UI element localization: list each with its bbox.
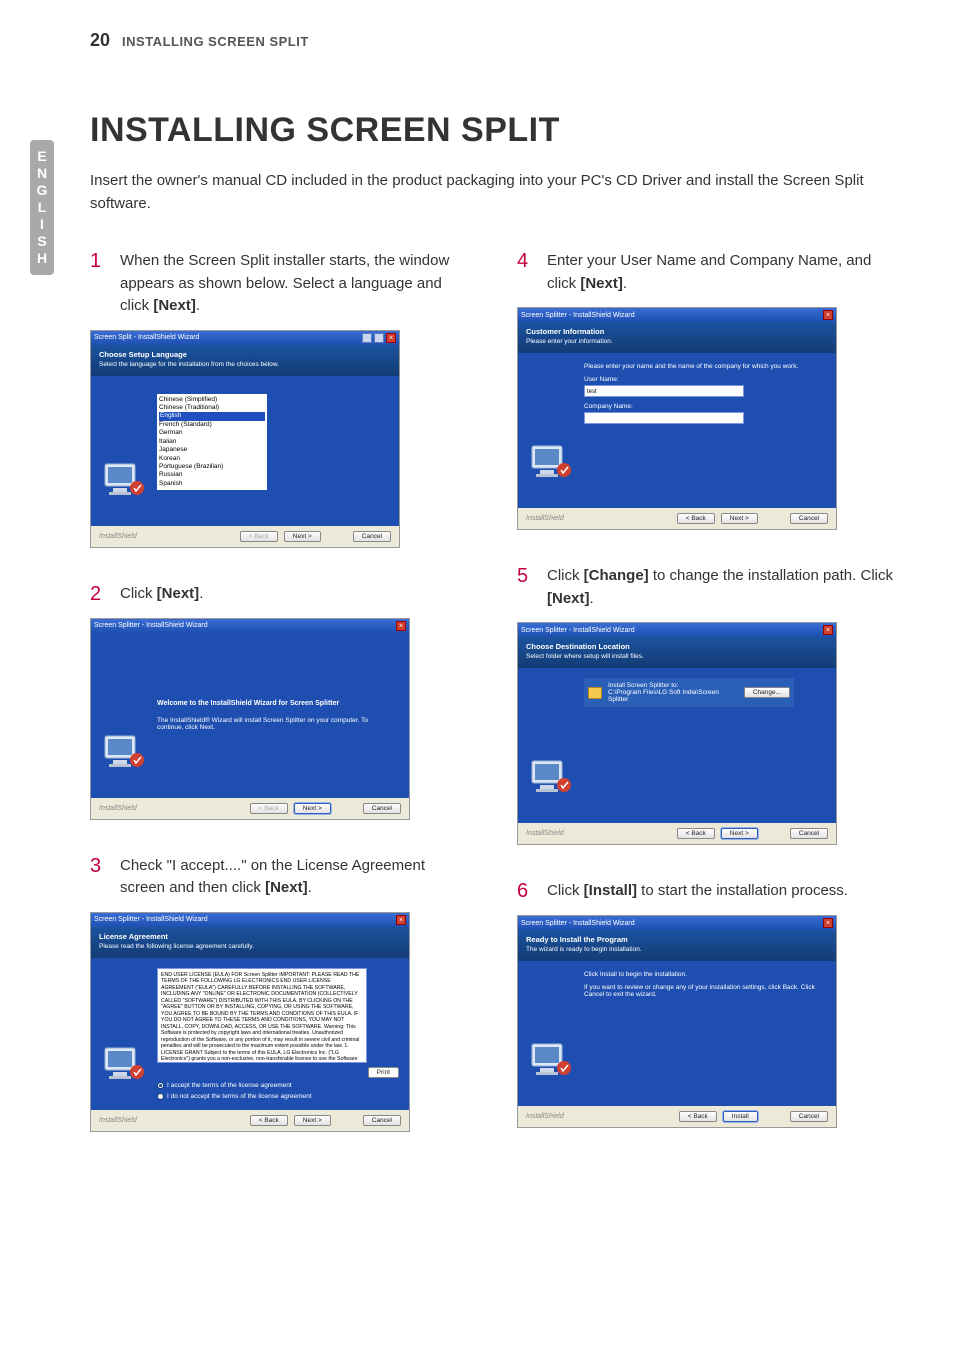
computer-icon (528, 1038, 574, 1086)
intro-text: Insert the owner's manual CD included in… (90, 170, 894, 215)
step-number: 6 (517, 880, 535, 903)
wizard-license: Screen Splitter - InstallShield Wizard ×… (90, 912, 410, 1132)
wizard-destination: Screen Splitter - InstallShield Wizard ×… (517, 622, 837, 845)
step-text: Enter your User Name and Company Name, a… (547, 250, 894, 295)
brand-label: InstallShield (99, 805, 244, 812)
header-title: INSTALLING SCREEN SPLIT (122, 34, 309, 49)
prompt-text: Please enter your name and the name of t… (584, 363, 826, 370)
change-button[interactable]: Change... (744, 687, 790, 698)
wizard-header: Customer Information (526, 327, 828, 336)
cancel-button[interactable]: Cancel (790, 828, 828, 839)
wizard-subheader: Please read the following license agreem… (99, 943, 401, 950)
wizard-customer-info: Screen Splitter - InstallShield Wizard ×… (517, 307, 837, 530)
brand-label: InstallShield (526, 1113, 673, 1120)
accept-radio[interactable]: I accept the terms of the license agreem… (157, 1082, 399, 1089)
step-number: 2 (90, 583, 108, 606)
username-input[interactable]: test (584, 385, 744, 397)
step-number: 4 (517, 250, 535, 273)
cancel-button[interactable]: Cancel (363, 803, 401, 814)
dest-path: C:\Program Files\LG Soft India\Screen Sp… (608, 689, 738, 703)
brand-label: InstallShield (526, 515, 671, 522)
radio-icon (157, 1093, 164, 1100)
welcome-text: The InstallShield® Wizard will install S… (157, 717, 391, 731)
company-input[interactable] (584, 412, 744, 424)
next-button[interactable]: Next > (721, 513, 758, 524)
close-icon[interactable]: × (823, 310, 833, 320)
back-button[interactable]: < Back (250, 1115, 288, 1126)
decline-radio[interactable]: I do not accept the terms of the license… (157, 1093, 399, 1100)
radio-icon (157, 1082, 164, 1089)
folder-icon (588, 687, 602, 699)
ready-text-1: Click Install to begin the installation. (584, 971, 826, 978)
wizard-title: Screen Splitter - InstallShield Wizard (94, 916, 208, 923)
wizard-title: Screen Splitter - InstallShield Wizard (521, 312, 635, 319)
next-button[interactable]: Next > (294, 1115, 331, 1126)
wizard-header: Ready to Install the Program (526, 935, 828, 944)
step-number: 5 (517, 565, 535, 588)
cancel-button[interactable]: Cancel (363, 1115, 401, 1126)
computer-icon (101, 1042, 147, 1090)
cancel-button[interactable]: Cancel (790, 513, 828, 524)
back-button[interactable]: < Back (677, 513, 715, 524)
wizard-header: Choose Destination Location (526, 642, 828, 651)
cancel-button[interactable]: Cancel (790, 1111, 828, 1122)
wizard-subheader: Select the language for the installation… (99, 361, 391, 368)
wizard-subheader: The wizard is ready to begin installatio… (526, 946, 828, 953)
wizard-title: Screen Splitter - InstallShield Wizard (94, 622, 208, 629)
close-icon[interactable]: × (396, 915, 406, 925)
eula-text[interactable]: END USER LICENSE (EULA) FOR Screen Split… (157, 968, 367, 1063)
next-button[interactable]: Next > (284, 531, 321, 542)
computer-icon (101, 458, 147, 506)
close-icon[interactable]: × (823, 625, 833, 635)
brand-label: InstallShield (99, 533, 234, 540)
username-label: User Name: (584, 376, 826, 383)
print-button[interactable]: Print (368, 1067, 399, 1078)
page-title: INSTALLING SCREEN SPLIT (90, 111, 894, 150)
step-number: 3 (90, 855, 108, 878)
step-text: Click [Next]. (120, 583, 203, 606)
close-icon[interactable]: × (396, 621, 406, 631)
company-label: Company Name: (584, 403, 826, 410)
close-icon[interactable]: × (823, 918, 833, 928)
back-button[interactable]: < Back (679, 1111, 717, 1122)
wizard-title: Screen Splitter - InstallShield Wizard (521, 627, 635, 634)
wizard-header: License Agreement (99, 932, 401, 941)
language-list[interactable]: Chinese (Simplified) Chinese (Traditiona… (157, 394, 267, 491)
back-button[interactable]: < Back (677, 828, 715, 839)
maximize-icon[interactable] (374, 333, 384, 343)
step-text: Click [Change] to change the installatio… (547, 565, 894, 610)
dest-label: Install Screen Splitter to: (608, 682, 738, 689)
cancel-button[interactable]: Cancel (353, 531, 391, 542)
step-text: Click [Install] to start the installatio… (547, 880, 848, 903)
step-text: When the Screen Split installer starts, … (120, 250, 467, 318)
computer-icon (101, 730, 147, 778)
minimize-icon[interactable] (362, 333, 372, 343)
computer-icon (528, 755, 574, 803)
wizard-language: Screen Split - InstallShield Wizard × Ch… (90, 330, 400, 548)
install-button[interactable]: Install (723, 1111, 758, 1122)
welcome-heading: Welcome to the InstallShield Wizard for … (157, 700, 391, 707)
wizard-subheader: Please enter your information. (526, 338, 828, 345)
close-icon[interactable]: × (386, 333, 396, 343)
step-number: 1 (90, 250, 108, 273)
wizard-welcome: Screen Splitter - InstallShield Wizard ×… (90, 618, 410, 820)
wizard-title: Screen Split - InstallShield Wizard (94, 334, 199, 341)
back-button: < Back (250, 803, 288, 814)
wizard-subheader: Select folder where setup will install f… (526, 653, 828, 660)
language-tab: ENGLISH (30, 140, 54, 275)
wizard-ready-install: Screen Splitter - InstallShield Wizard ×… (517, 915, 837, 1128)
page-number: 20 (90, 30, 110, 51)
brand-label: InstallShield (99, 1117, 244, 1124)
computer-icon (528, 440, 574, 488)
wizard-title: Screen Splitter - InstallShield Wizard (521, 920, 635, 927)
ready-text-2: If you want to review or change any of y… (584, 984, 826, 998)
next-button[interactable]: Next > (721, 828, 758, 839)
brand-label: InstallShield (526, 830, 671, 837)
next-button[interactable]: Next > (294, 803, 331, 814)
step-text: Check "I accept...." on the License Agre… (120, 855, 467, 900)
back-button: < Back (240, 531, 278, 542)
wizard-header: Choose Setup Language (99, 350, 391, 359)
